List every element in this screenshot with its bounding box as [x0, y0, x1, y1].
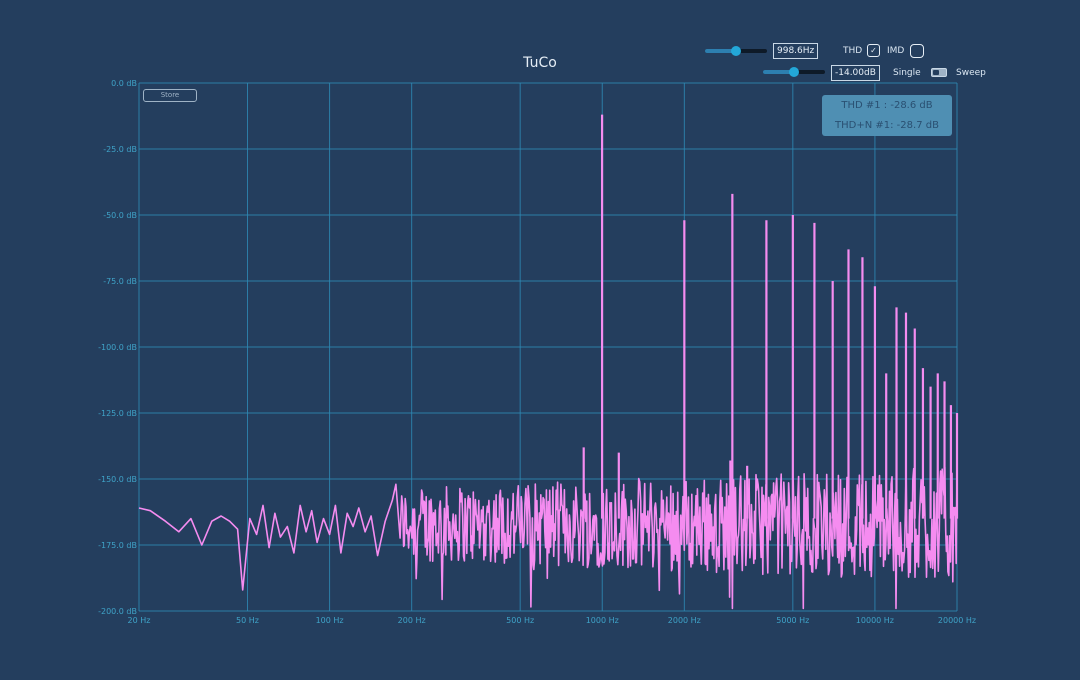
x-tick-label: 2000 Hz — [668, 616, 701, 625]
x-tick-label: 100 Hz — [316, 616, 344, 625]
imd-label: IMD — [887, 46, 905, 56]
y-tick-label: -200.0 dB — [98, 607, 137, 616]
y-tick-label: -125.0 dB — [98, 409, 137, 418]
thd-label: THD — [843, 46, 863, 56]
x-tick-label: 500 Hz — [506, 616, 534, 625]
toggle-knob — [933, 70, 939, 75]
level-value-field[interactable]: -14.00dB — [831, 65, 880, 81]
x-tick-label: 5000 Hz — [776, 616, 809, 625]
thdn-result: THD+N #1: -28.7 dB — [835, 120, 939, 131]
frequency-slider-fill — [705, 49, 736, 53]
chart-ticks: 0.0 dB -25.0 dB -50.0 dB -75.0 dB -100.0 dB -… — [98, 79, 976, 625]
level-slider[interactable] — [763, 67, 825, 77]
y-tick-label: -150.0 dB — [98, 475, 137, 484]
y-tick-label: 0.0 dB — [111, 79, 137, 88]
x-tick-label: 10000 Hz — [856, 616, 894, 625]
frequency-value-field[interactable]: 998.6Hz — [773, 43, 819, 59]
single-label: Single — [893, 68, 921, 78]
x-tick-label: 20 Hz — [128, 616, 151, 625]
single-sweep-toggle[interactable] — [931, 68, 947, 77]
spectrum-trace — [138, 114, 959, 610]
thd-results-panel: THD #1 : -28.6 dB THD+N #1: -28.7 dB — [822, 95, 952, 136]
app-title: TuCo — [523, 55, 557, 71]
y-tick-label: -175.0 dB — [98, 541, 137, 550]
sweep-label: Sweep — [956, 68, 986, 78]
thd-result: THD #1 : -28.6 dB — [841, 100, 933, 111]
x-tick-label: 50 Hz — [236, 616, 259, 625]
x-tick-label: 200 Hz — [398, 616, 426, 625]
frequency-slider[interactable] — [705, 46, 767, 56]
y-tick-label: -50.0 dB — [103, 211, 137, 220]
y-tick-label: -100.0 dB — [98, 343, 137, 352]
noise-floor-trace — [138, 466, 958, 610]
x-tick-label: 20000 Hz — [938, 616, 976, 625]
frequency-slider-handle[interactable] — [731, 46, 741, 56]
x-tick-label: 1000 Hz — [586, 616, 619, 625]
y-tick-label: -75.0 dB — [103, 277, 137, 286]
thd-checkbox[interactable]: ✓ — [867, 44, 880, 57]
y-tick-label: -25.0 dB — [103, 145, 137, 154]
level-slider-handle[interactable] — [789, 67, 799, 77]
store-button[interactable]: Store — [143, 89, 197, 102]
level-slider-fill — [763, 70, 794, 74]
imd-checkbox[interactable] — [910, 44, 924, 58]
check-icon: ✓ — [870, 46, 877, 55]
